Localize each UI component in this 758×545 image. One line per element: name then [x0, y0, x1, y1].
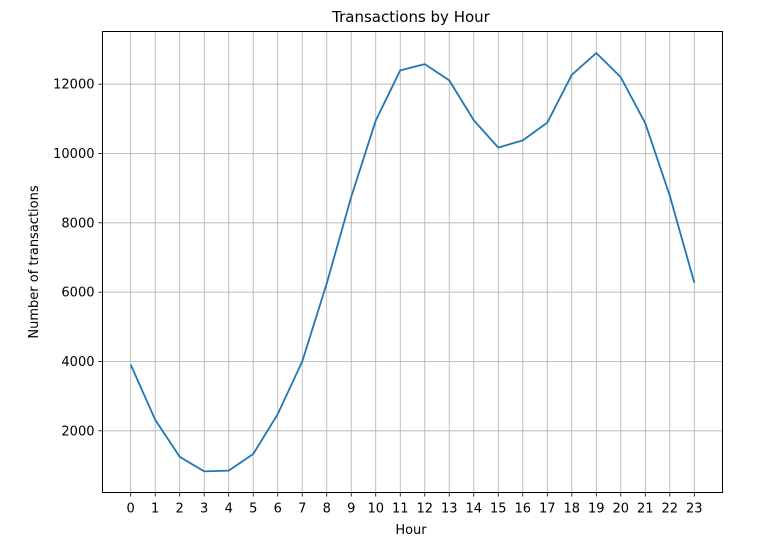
- x-tick-label: 15: [490, 502, 507, 517]
- y-tick-label: 4000: [61, 355, 94, 370]
- x-tick-label: 12: [416, 502, 433, 517]
- data-point: [326, 283, 328, 285]
- x-tick-label: 3: [200, 502, 208, 517]
- x-tick-label: 14: [465, 502, 482, 517]
- data-point: [595, 52, 597, 54]
- data-point: [497, 147, 499, 149]
- data-point: [350, 196, 352, 198]
- data-point: [228, 470, 230, 472]
- data-point: [130, 364, 132, 366]
- x-axis: 0 1 2 3 4 5 6 7 8 9 10 11 12 13 14 15 16 17 18 19 20 21 22 23: [127, 492, 703, 517]
- plot-frame: [102, 31, 723, 493]
- y-tick-label: 8000: [61, 216, 94, 231]
- x-axis-label: Hour: [395, 523, 427, 538]
- x-tick-label: 2: [176, 502, 184, 517]
- x-tick-label: 4: [225, 502, 233, 517]
- x-tick-label: 22: [662, 502, 679, 517]
- data-point: [693, 282, 695, 284]
- data-point: [179, 456, 181, 458]
- x-tick-label: 0: [127, 502, 135, 517]
- x-tick-label: 17: [539, 502, 556, 517]
- y-tick-label: 10000: [53, 147, 94, 162]
- y-tick-label: 12000: [53, 78, 94, 93]
- data-point: [424, 63, 426, 65]
- x-tick-label: 20: [613, 502, 630, 517]
- x-tick-label: 21: [637, 502, 654, 517]
- x-tick-label: 19: [588, 502, 605, 517]
- data-point: [277, 413, 279, 415]
- data-point: [644, 122, 646, 124]
- chart-title: Transactions by Hour: [331, 8, 491, 26]
- x-tick-label: 16: [515, 502, 532, 517]
- x-tick-label: 7: [298, 502, 306, 517]
- data-point: [301, 361, 303, 363]
- y-tick-label: 2000: [61, 424, 94, 439]
- data-point: [546, 122, 548, 124]
- grid: [102, 31, 723, 493]
- data-point: [375, 120, 377, 122]
- data-point: [252, 453, 254, 455]
- data-point: [620, 76, 622, 78]
- y-tick-label: 6000: [61, 286, 94, 301]
- x-tick-label: 8: [323, 502, 331, 517]
- y-axis: 2000 4000 6000 8000 10000 12000: [53, 78, 103, 439]
- x-tick-label: 5: [249, 502, 257, 517]
- data-point: [399, 69, 401, 71]
- x-tick-label: 9: [347, 502, 355, 517]
- x-tick-label: 1: [151, 502, 159, 517]
- data-point: [571, 74, 573, 76]
- x-tick-label: 13: [441, 502, 458, 517]
- data-point: [669, 195, 671, 197]
- data-point: [473, 119, 475, 121]
- data-point: [448, 79, 450, 81]
- y-axis-label: Number of transactions: [27, 185, 42, 338]
- series-layer: [129, 52, 696, 473]
- x-tick-label: 10: [367, 502, 384, 517]
- x-tick-label: 23: [686, 502, 703, 517]
- x-tick-label: 11: [392, 502, 409, 517]
- x-tick-label: 6: [274, 502, 282, 517]
- data-point: [154, 419, 156, 421]
- data-point: [203, 470, 205, 472]
- x-tick-label: 18: [564, 502, 581, 517]
- series-line: [129, 52, 696, 473]
- data-point: [522, 139, 524, 141]
